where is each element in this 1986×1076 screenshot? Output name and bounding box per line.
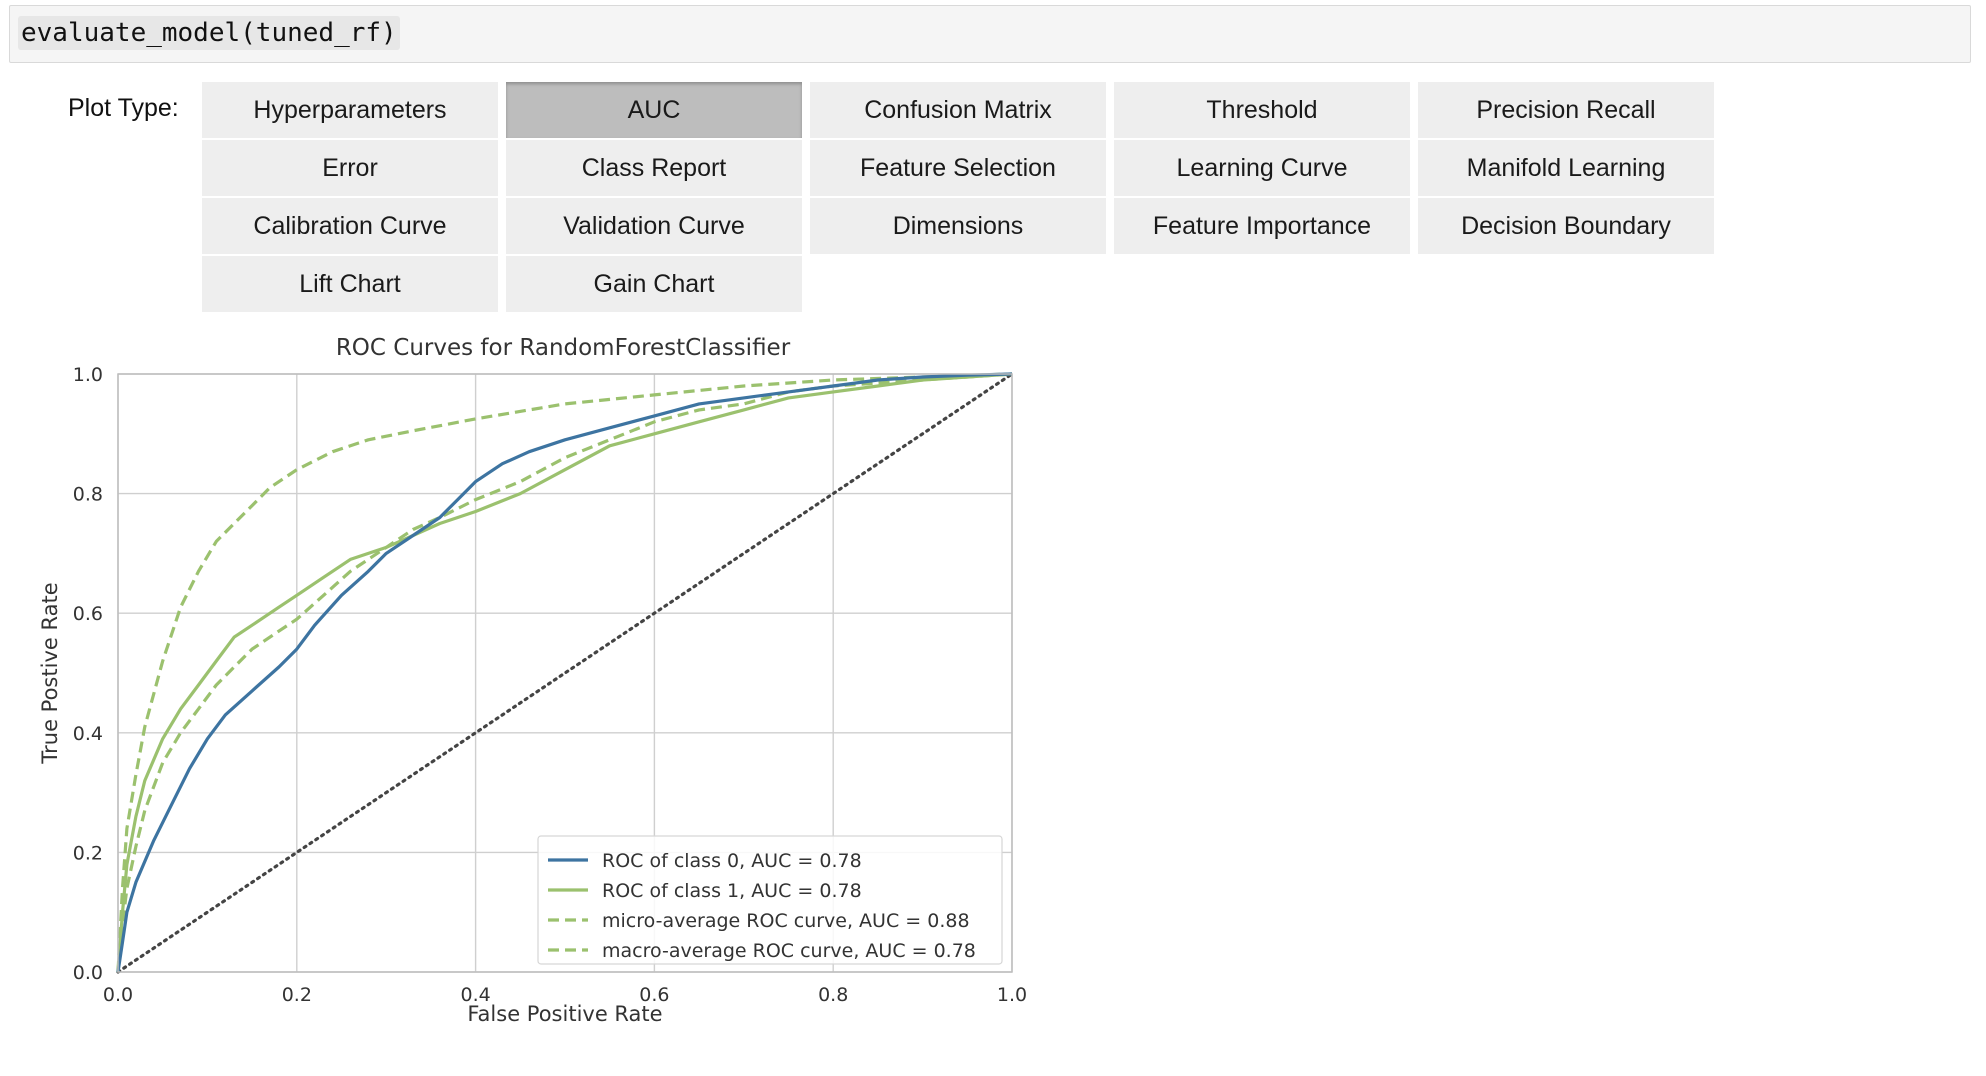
legend-label: ROC of class 0, AUC = 0.78 bbox=[602, 850, 862, 872]
plot-type-button-lift-chart[interactable]: Lift Chart bbox=[202, 256, 498, 312]
x-tick-label: 0.0 bbox=[103, 984, 133, 1006]
plot-type-button-learning-curve[interactable]: Learning Curve bbox=[1114, 140, 1410, 196]
plot-type-button-dimensions[interactable]: Dimensions bbox=[810, 198, 1106, 254]
plot-type-button-gain-chart[interactable]: Gain Chart bbox=[506, 256, 802, 312]
x-tick-label: 0.8 bbox=[818, 984, 848, 1006]
y-tick-label: 1.0 bbox=[73, 364, 103, 386]
plot-type-button-auc[interactable]: AUC bbox=[506, 82, 802, 138]
plot-type-button-error[interactable]: Error bbox=[202, 140, 498, 196]
plot-type-button-feature-importance[interactable]: Feature Importance bbox=[1114, 198, 1410, 254]
code-text[interactable]: evaluate_model(tuned_rf) bbox=[18, 16, 400, 50]
roc-chart-svg: ROC Curves for RandomForestClassifier 0.… bbox=[38, 335, 1027, 1026]
y-tick-label: 0.6 bbox=[73, 603, 103, 625]
chart-title: ROC Curves for RandomForestClassifier bbox=[336, 335, 791, 361]
legend-label: ROC of class 1, AUC = 0.78 bbox=[602, 880, 862, 902]
roc-series-0 bbox=[116, 372, 1013, 973]
plot-type-button-feature-selection[interactable]: Feature Selection bbox=[810, 140, 1106, 196]
plot-type-button-threshold[interactable]: Threshold bbox=[1114, 82, 1410, 138]
plot-frame bbox=[117, 373, 1013, 973]
plot-type-button-decision-boundary[interactable]: Decision Boundary bbox=[1418, 198, 1714, 254]
chance-line bbox=[116, 372, 1014, 974]
roc-chart: ROC Curves for RandomForestClassifier 0.… bbox=[0, 320, 1050, 1060]
x-tick-label: 0.2 bbox=[282, 984, 312, 1006]
plot-type-buttons: Hyperparameters AUC Confusion Matrix Thresh… bbox=[202, 82, 1714, 312]
plot-type-label: Plot Type: bbox=[68, 94, 179, 122]
tick-labels: 0.0 0.2 0.4 0.6 0.8 1.0 0.0 0.2 0.4 0.6 0.8 1.0 bbox=[73, 364, 1027, 1006]
y-tick-label: 0.8 bbox=[73, 484, 103, 506]
legend-box bbox=[537, 835, 1003, 965]
code-cell[interactable]: evaluate_model(tuned_rf) bbox=[9, 5, 1971, 63]
x-tick-label: 0.4 bbox=[460, 984, 490, 1006]
plot-type-button-hyperparameters[interactable]: Hyperparameters bbox=[202, 82, 498, 138]
x-axis-label: False Positive Rate bbox=[467, 1002, 662, 1026]
plot-type-button-confusion-matrix[interactable]: Confusion Matrix bbox=[810, 82, 1106, 138]
plot-type-button-precision-recall[interactable]: Precision Recall bbox=[1418, 82, 1714, 138]
series-layer bbox=[116, 372, 1013, 973]
y-tick-label: 0.4 bbox=[73, 723, 103, 745]
y-tick-label: 0.0 bbox=[73, 962, 103, 984]
legend-label: macro-average ROC curve, AUC = 0.78 bbox=[602, 940, 976, 962]
legend-label: micro-average ROC curve, AUC = 0.88 bbox=[602, 910, 970, 932]
plot-type-button-validation-curve[interactable]: Validation Curve bbox=[506, 198, 802, 254]
chance-diagonal bbox=[116, 372, 1014, 974]
plot-type-button-manifold-learning[interactable]: Manifold Learning bbox=[1418, 140, 1714, 196]
roc-series-1 bbox=[116, 372, 1013, 973]
x-tick-label: 1.0 bbox=[997, 984, 1027, 1006]
legend: ROC of class 0, AUC = 0.78 ROC of class 1… bbox=[537, 835, 1003, 965]
plot-type-button-calibration-curve[interactable]: Calibration Curve bbox=[202, 198, 498, 254]
y-tick-label: 0.2 bbox=[73, 842, 103, 864]
plot-type-button-class-report[interactable]: Class Report bbox=[506, 140, 802, 196]
y-axis-label: True Postive Rate bbox=[38, 582, 62, 764]
roc-series-2 bbox=[116, 372, 1013, 973]
x-tick-label: 0.6 bbox=[639, 984, 669, 1006]
